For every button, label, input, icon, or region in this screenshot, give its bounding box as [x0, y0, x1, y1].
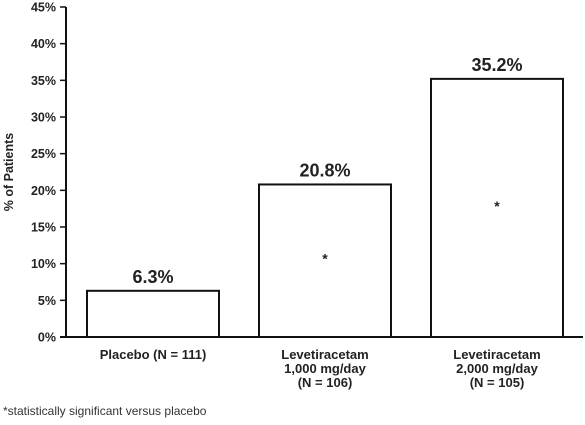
bar — [258, 183, 392, 338]
significance-marker: * — [322, 251, 328, 267]
footnote: *statistically significant versus placeb… — [3, 404, 207, 418]
y-axis: 0% 5% 10% 15% 20% 25% 30% 35% 40% 45% % of Patient… — [2, 1, 67, 345]
y-tick-label: 30% — [31, 111, 56, 125]
y-tick-label: 45% — [31, 1, 56, 15]
y-tick-label: 35% — [31, 74, 56, 88]
y-tick-label: 15% — [31, 221, 56, 235]
data-label: 20.8% — [299, 160, 350, 180]
category-label: 2,000 mg/day — [456, 361, 538, 376]
category-label: Levetiracetam — [281, 347, 368, 362]
category-label: Levetiracetam — [453, 347, 540, 362]
bar — [86, 289, 220, 338]
bar — [430, 77, 564, 338]
y-tick-label: 40% — [31, 37, 56, 51]
category-label: (N = 105) — [470, 375, 525, 390]
y-axis-title: % of Patients — [2, 133, 16, 212]
y-tick-label: 0% — [38, 331, 56, 345]
category-label: 1,000 mg/day — [284, 361, 366, 376]
y-tick-label: 25% — [31, 147, 56, 161]
category-label: Placebo (N = 111) — [100, 347, 207, 362]
y-tick-label: 5% — [38, 294, 56, 308]
significance-marker: * — [494, 198, 500, 214]
category-label: (N = 106) — [298, 375, 353, 390]
y-tick-label: 20% — [31, 184, 56, 198]
bars: 6.3% 20.8% * 35.2% * — [86, 55, 564, 338]
data-label: 35.2% — [471, 55, 522, 75]
y-tick-label: 10% — [31, 257, 56, 271]
data-label: 6.3% — [132, 267, 173, 287]
